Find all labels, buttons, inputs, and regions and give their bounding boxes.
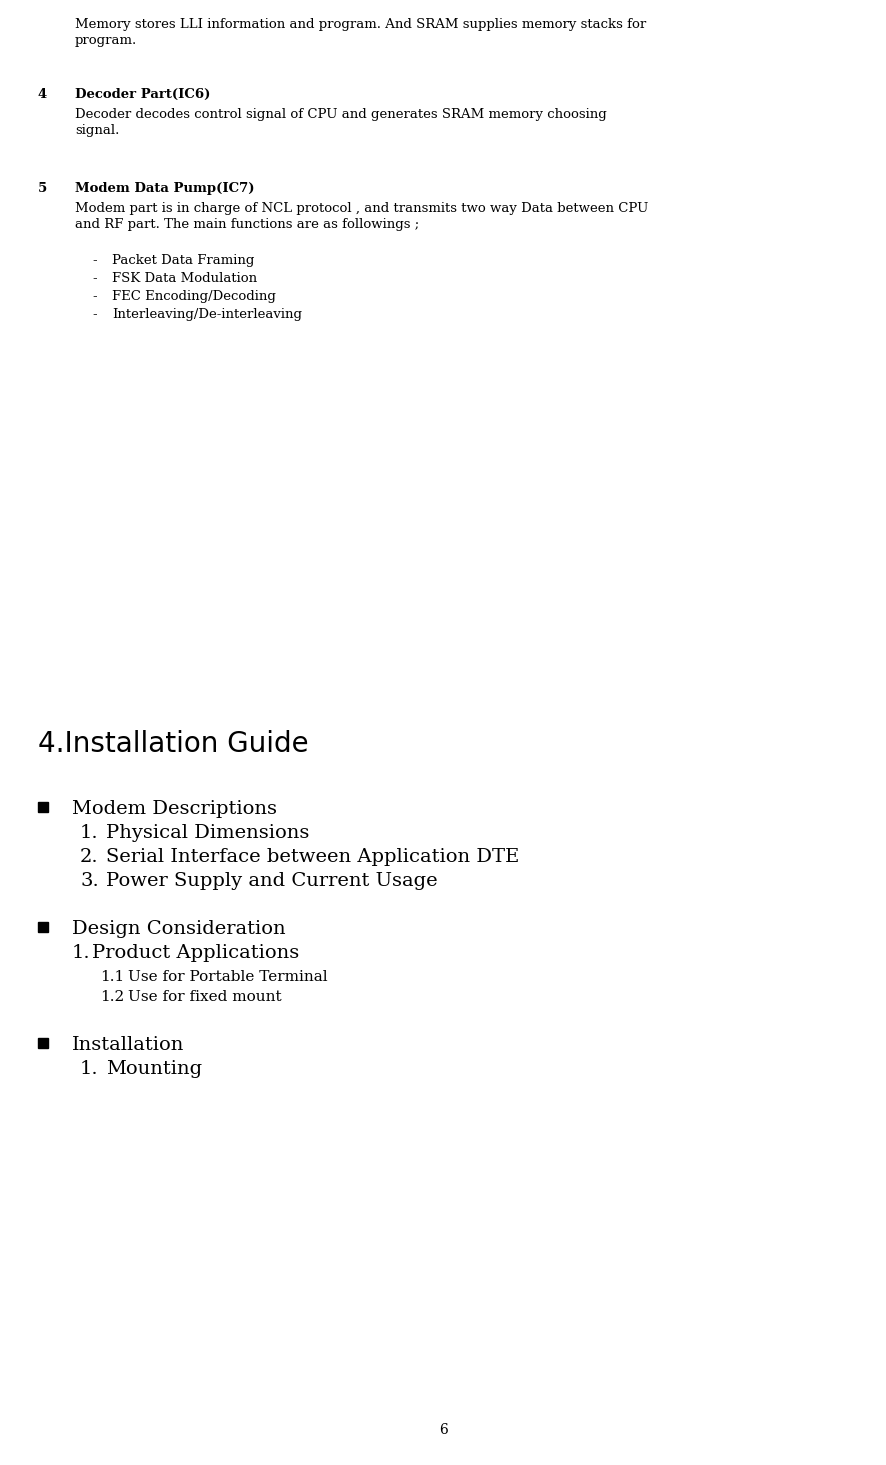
Text: -: - — [92, 290, 97, 303]
Text: -: - — [92, 253, 97, 267]
Text: Modem part is in charge of NCL protocol , and transmits two way Data between CPU: Modem part is in charge of NCL protocol … — [75, 202, 648, 215]
Text: 2.: 2. — [80, 848, 98, 866]
Bar — [38, 921, 48, 932]
Text: Power Supply and Current Usage: Power Supply and Current Usage — [106, 872, 437, 891]
Text: Design Consideration: Design Consideration — [72, 920, 285, 938]
Text: 6: 6 — [439, 1423, 447, 1437]
Text: Installation: Installation — [72, 1036, 184, 1053]
Text: -: - — [92, 308, 97, 321]
Text: FEC Encoding/Decoding: FEC Encoding/Decoding — [112, 290, 276, 303]
Text: and RF part. The main functions are as followings ;: and RF part. The main functions are as f… — [75, 218, 419, 231]
Text: Use for fixed mount: Use for fixed mount — [128, 990, 282, 1004]
Text: Decoder Part(IC6): Decoder Part(IC6) — [75, 88, 210, 101]
Text: 5: 5 — [38, 182, 47, 195]
Text: -: - — [92, 272, 97, 286]
Text: Decoder decodes control signal of CPU and generates SRAM memory choosing: Decoder decodes control signal of CPU an… — [75, 108, 606, 122]
Text: signal.: signal. — [75, 125, 120, 138]
Text: FSK Data Modulation: FSK Data Modulation — [112, 272, 257, 286]
Text: Mounting: Mounting — [106, 1061, 202, 1078]
Text: Product Applications: Product Applications — [92, 943, 299, 963]
Text: 3.: 3. — [80, 872, 98, 891]
Text: Packet Data Framing: Packet Data Framing — [112, 253, 254, 267]
Text: 4: 4 — [38, 88, 47, 101]
Text: 1.: 1. — [72, 943, 90, 963]
Text: 1.1: 1.1 — [100, 970, 124, 984]
Text: Physical Dimensions: Physical Dimensions — [106, 823, 309, 842]
Text: Use for Portable Terminal: Use for Portable Terminal — [128, 970, 327, 984]
Bar — [38, 801, 48, 812]
Text: 4.Installation Guide: 4.Installation Guide — [38, 730, 308, 757]
Text: Modem Data Pump(IC7): Modem Data Pump(IC7) — [75, 182, 254, 195]
Bar — [38, 1039, 48, 1047]
Text: Serial Interface between Application DTE: Serial Interface between Application DTE — [106, 848, 518, 866]
Text: Memory stores LLI information and program. And SRAM supplies memory stacks for: Memory stores LLI information and progra… — [75, 18, 646, 31]
Text: 1.2: 1.2 — [100, 990, 124, 1004]
Text: 1.: 1. — [80, 823, 98, 842]
Text: 1.: 1. — [80, 1061, 98, 1078]
Text: Modem Descriptions: Modem Descriptions — [72, 800, 276, 817]
Text: Interleaving/De-interleaving: Interleaving/De-interleaving — [112, 308, 301, 321]
Text: program.: program. — [75, 34, 137, 47]
